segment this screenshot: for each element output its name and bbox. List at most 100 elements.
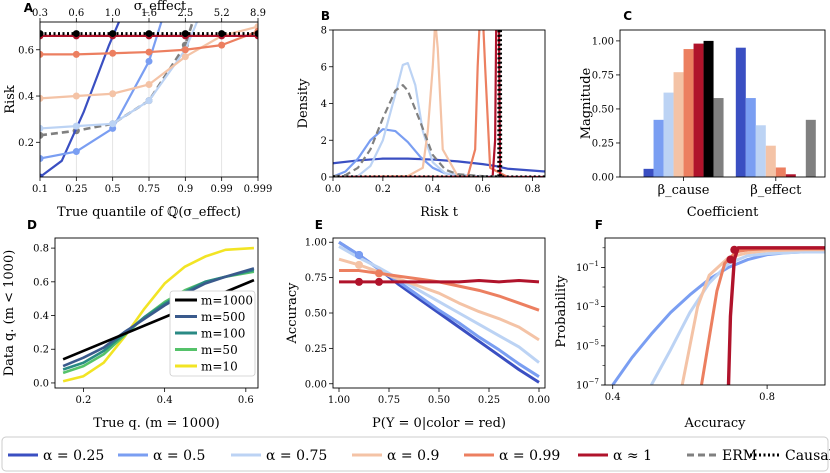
x-tick-label: 0.50 [428,395,450,406]
y-tick-exponent: −3 [589,299,599,307]
data-point [72,148,80,156]
x-axis-label: P(Y = 0|color = red) [372,416,506,431]
panel-letter: F [595,218,603,232]
y-tick-label: 0.4 [18,92,34,103]
y-tick-base: 10 [576,302,589,313]
bar-a1 [785,174,796,177]
series-group [40,22,258,177]
x-tick-label: β_cause [658,183,710,198]
bar-a099 [775,167,786,177]
series-group [611,245,825,385]
y-tick-label: 0.6 [18,45,34,56]
series-group [333,30,545,177]
y-tick-label: 0.25 [592,138,614,149]
top-tick-label: 0.6 [68,8,84,19]
legend-label: α = 0.5 [153,448,205,464]
x-tick-label: 0.4 [425,184,441,195]
top-tick-label: 5.2 [214,8,230,19]
legend-d: m=1000 m=500 m=100 m=50 m=10 [169,290,256,377]
y-tick-label: 10−7 [576,378,599,392]
legend-label: α = 0.25 [43,448,104,464]
series-line-a1 [726,246,825,385]
series-line-a075 [338,245,540,364]
data-point [181,53,189,61]
data-point [40,131,44,139]
y-tick-label: 0.4 [33,311,49,322]
x-tick-label: 0.5 [105,184,121,195]
data-point [40,154,44,162]
series-line-a1 [339,278,540,284]
x-tick-label: 0.4 [157,395,173,406]
panel-b: 0.0 0.2 0.4 0.6 0.8 0 2 4 6 8 Risk t Density B [296,9,546,220]
legend-frame [1,436,829,472]
data-point [109,120,117,128]
y-tick-label: 0.8 [33,244,49,255]
y-tick-label: 1.00 [305,238,327,249]
y-tick-label: 6 [321,62,327,73]
series-line-a099 [339,269,540,312]
data-point [218,30,226,38]
legend-label: α = 0.9 [387,448,439,464]
x-axis-label: Accuracy [684,416,747,431]
legend-label: α = 0.99 [499,448,560,464]
x-tick-label: 0.6 [475,184,491,195]
x-axis-label: True quantile of ℚ(σ_effect) [57,205,241,220]
series-line-a075 [650,250,825,385]
panel-f-frame [604,237,826,386]
y-tick-label: 0.2 [18,138,34,149]
panel-a: 0.1 0.3 0.25 0.6 0.5 1.0 0.75 1.6 0.9 2.5 0.99 5.2 0… [3,0,272,220]
x-tick-label: 0.2 [75,395,91,406]
data-point [72,50,80,58]
bar-a075 [663,92,674,177]
x-tick-label: 0.0 [325,184,341,195]
bar-a09 [673,72,684,177]
bar-a025 [643,168,654,177]
y-axis-label: Data q. (m < 1000) [2,250,17,377]
panel-f: 0.4 0.810−710−510−310−1AccuracyProbabilit… [554,218,826,431]
data-point [355,277,363,286]
data-point [40,30,44,38]
y-tick-base: 10 [576,341,589,352]
series-line-a09 [338,257,540,342]
y-tick-base: 10 [576,263,589,274]
y-axis-label: Risk [3,85,18,114]
data-point [726,255,735,264]
data-point [72,92,80,100]
legend-label: Causal [785,448,830,464]
top-tick-label: 2.5 [177,8,193,19]
panel-c: β_cause β_effect 0.00 0.25 0.50 0.75 1.00 Coeff… [579,9,826,220]
bar-a025 [735,47,746,177]
bar-a05 [745,98,756,177]
x-tick-label: 0.4 [605,392,621,403]
series-line-a099 [333,30,509,177]
y-tick-base: 10 [576,381,589,392]
x-tick-label: 0.9 [177,184,193,195]
x-tick-label: 0.25 [478,395,500,406]
legend-label: α ≈ 1 [613,448,652,464]
data-point [145,97,153,105]
data-point [145,57,153,65]
data-point [355,260,363,269]
legend-label: ERM [722,448,757,464]
x-tick-label: 1.00 [328,395,350,406]
panel-d: 0.2 0.4 0.60.00.20.40.60.8m=1000m=500m=100… [2,218,259,431]
y-tick-exponent: −5 [589,338,599,346]
legend-label: m=100 [201,327,245,341]
x-tick-label: 0.99 [211,184,233,195]
series-line-a099 [700,247,825,385]
x-tick-label: 0.2 [375,184,391,195]
y-tick-label: 0.00 [592,173,614,184]
y-tick-label: 0.00 [305,379,327,390]
data-point [109,30,117,38]
legend-label: m=10 [201,360,238,374]
panel-letter: B [321,9,330,23]
y-tick-label: 0.0 [33,378,49,389]
series-line-a075 [333,61,533,177]
x-tick-label: 0.999 [244,184,273,195]
top-tick-label: 8.9 [250,8,266,19]
y-tick-label: 0.75 [305,273,327,284]
panel-c-frame [619,29,826,178]
x-tick-label: β_effect [750,183,802,198]
data-point [218,41,226,49]
